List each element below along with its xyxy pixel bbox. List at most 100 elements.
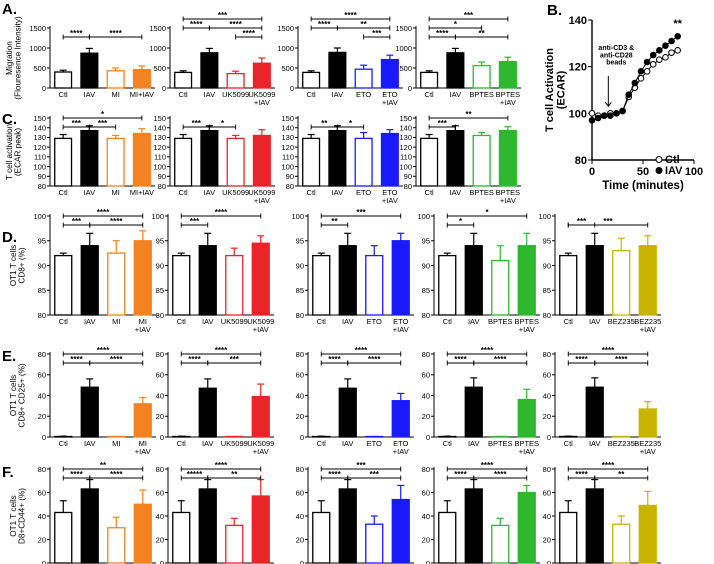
y-tick-label: 140 [153,124,166,133]
bar-bez235 [612,523,631,564]
y-tick-label: 130 [281,133,294,142]
x-tick-label: Ctl [179,90,189,99]
bar-bez235-iav [638,408,657,438]
y-tick-label: 120 [33,143,46,152]
x-tick-label-line: +IAV [382,196,398,205]
x-tick-label: Ctl [425,188,435,197]
y-axis-label-A: Migration(Flouresence Intensity) [5,16,23,100]
x-tick-label-line: ETO [393,317,408,326]
x-tick-label: IAV [332,90,344,99]
x-tick-label: MI [112,317,120,326]
x-tick-label-line: +IAV [640,447,656,456]
y-tick-label: 95 [422,237,430,246]
bar-mi [107,527,126,564]
y-tick-label: 80 [575,155,587,167]
x-tick-label: IAV [450,90,462,99]
x-tick-label: Ctl [177,439,187,448]
data-point [607,112,614,119]
x-tick-label: IAV [468,439,480,448]
x-tick-label-line: UK5099 [248,90,275,99]
annotation-beads-line: beads [606,60,626,67]
significance-label: **** [602,461,615,470]
y-tick-label: 40 [422,391,430,400]
data-point [588,117,596,124]
bar-ctl [172,511,191,564]
bar-bptes [491,524,510,564]
y-tick-label: 80 [543,465,551,474]
x-tick-label: 50 [637,166,649,178]
x-tick-label: BPTES +IAV [514,317,539,334]
significance-label: *** [356,208,366,217]
y-tick-label: 0 [300,433,304,442]
significance-label: **** [575,470,588,479]
significance-label: *** [370,470,380,479]
x-axis-label-B: Time (minutes) [602,180,684,192]
y-tick-label: 80 [38,311,46,320]
y-tick-label: 60 [543,488,551,497]
significance-label: ***** [187,470,203,479]
bar-iav [80,245,99,316]
y-tick-label: 95 [156,237,164,246]
bar-eto-iav [391,400,410,438]
bar-eto-iav [380,132,399,187]
x-tick-label-line: +IAV [519,447,535,456]
y-axis-label-F-line: D8+CD44+ (%) [18,488,27,544]
significance-label: **** [190,20,203,29]
significance-label: **** [481,346,494,355]
bar-mi-iav [133,503,152,564]
chart-F-4: 020406080CtlIAVBPTESBPTES+IAV***********… [422,461,540,564]
bar-ctl [420,71,439,89]
bar-bptes-iav [517,491,536,564]
y-tick-label: 140 [281,124,294,133]
x-tick-label-line: BPTES [496,188,521,197]
significance-label: * [101,110,105,119]
x-tick-label: IAV [84,188,96,197]
panel-D: D.OT1 T cellsCD8+ (%) 80 85 90 95 100 Ctl IAV MI… [2,208,661,334]
bar-bptes [491,259,510,316]
y-tick-label: 20 [38,535,46,544]
x-tick-label: Ctl [564,439,574,448]
significance-label: **** [215,346,228,355]
y-tick-label: 20 [156,412,164,421]
y-tick-label: 80 [296,350,304,359]
bar-mi [106,137,125,187]
y-tick-label: 80 [422,311,430,320]
panel-C: C.T cell activation(ECAR peak)8090100110… [2,110,521,205]
significance-label: *** [603,217,613,226]
x-tick-label: ETO +IAV [393,317,409,334]
y-tick-label: 0 [300,559,304,564]
significance-label: **** [454,355,467,364]
x-tick-label-line: BPTES [514,439,539,448]
y-tick-label: 40 [156,391,164,400]
y-tick-label: 85 [422,286,430,295]
significance-label: ** [479,29,486,38]
y-tick-label: 0 [160,559,164,564]
annotation-beads: anti-CD3 & anti-CD28 beads [598,45,634,67]
y-tick-label: 500 [153,64,166,73]
y-tick-label: 80 [156,350,164,359]
x-tick-label-line: +IAV [254,196,270,205]
data-point [656,47,663,54]
panel-label-C: C. [2,111,17,128]
data-point [631,79,639,87]
significance-label: ** [321,119,328,128]
y-tick-label: 120 [399,143,412,152]
y-tick-label: 0 [42,84,46,93]
x-tick-label-line: UK5099 [247,439,274,448]
legend-marker-iav [655,167,663,174]
y-tick-label: 80 [38,350,46,359]
bar-ctl [559,254,578,316]
panel-label-B: B. [547,2,562,19]
y-axis-label-A-line: (Flouresence Intensity) [14,16,23,100]
y-axis-label-A-line: Migration [5,41,14,75]
y-tick-label: 40 [38,391,46,400]
y-tick-label: 90 [158,172,166,181]
x-tick-label: Ctl [443,439,453,448]
y-axis-label-F: OT1 T cellsD8+CD44+ (%) [9,488,27,544]
legend-label-ctl: Ctl [665,154,680,166]
x-tick-label: BPTES [488,439,513,448]
data-point [668,49,675,56]
